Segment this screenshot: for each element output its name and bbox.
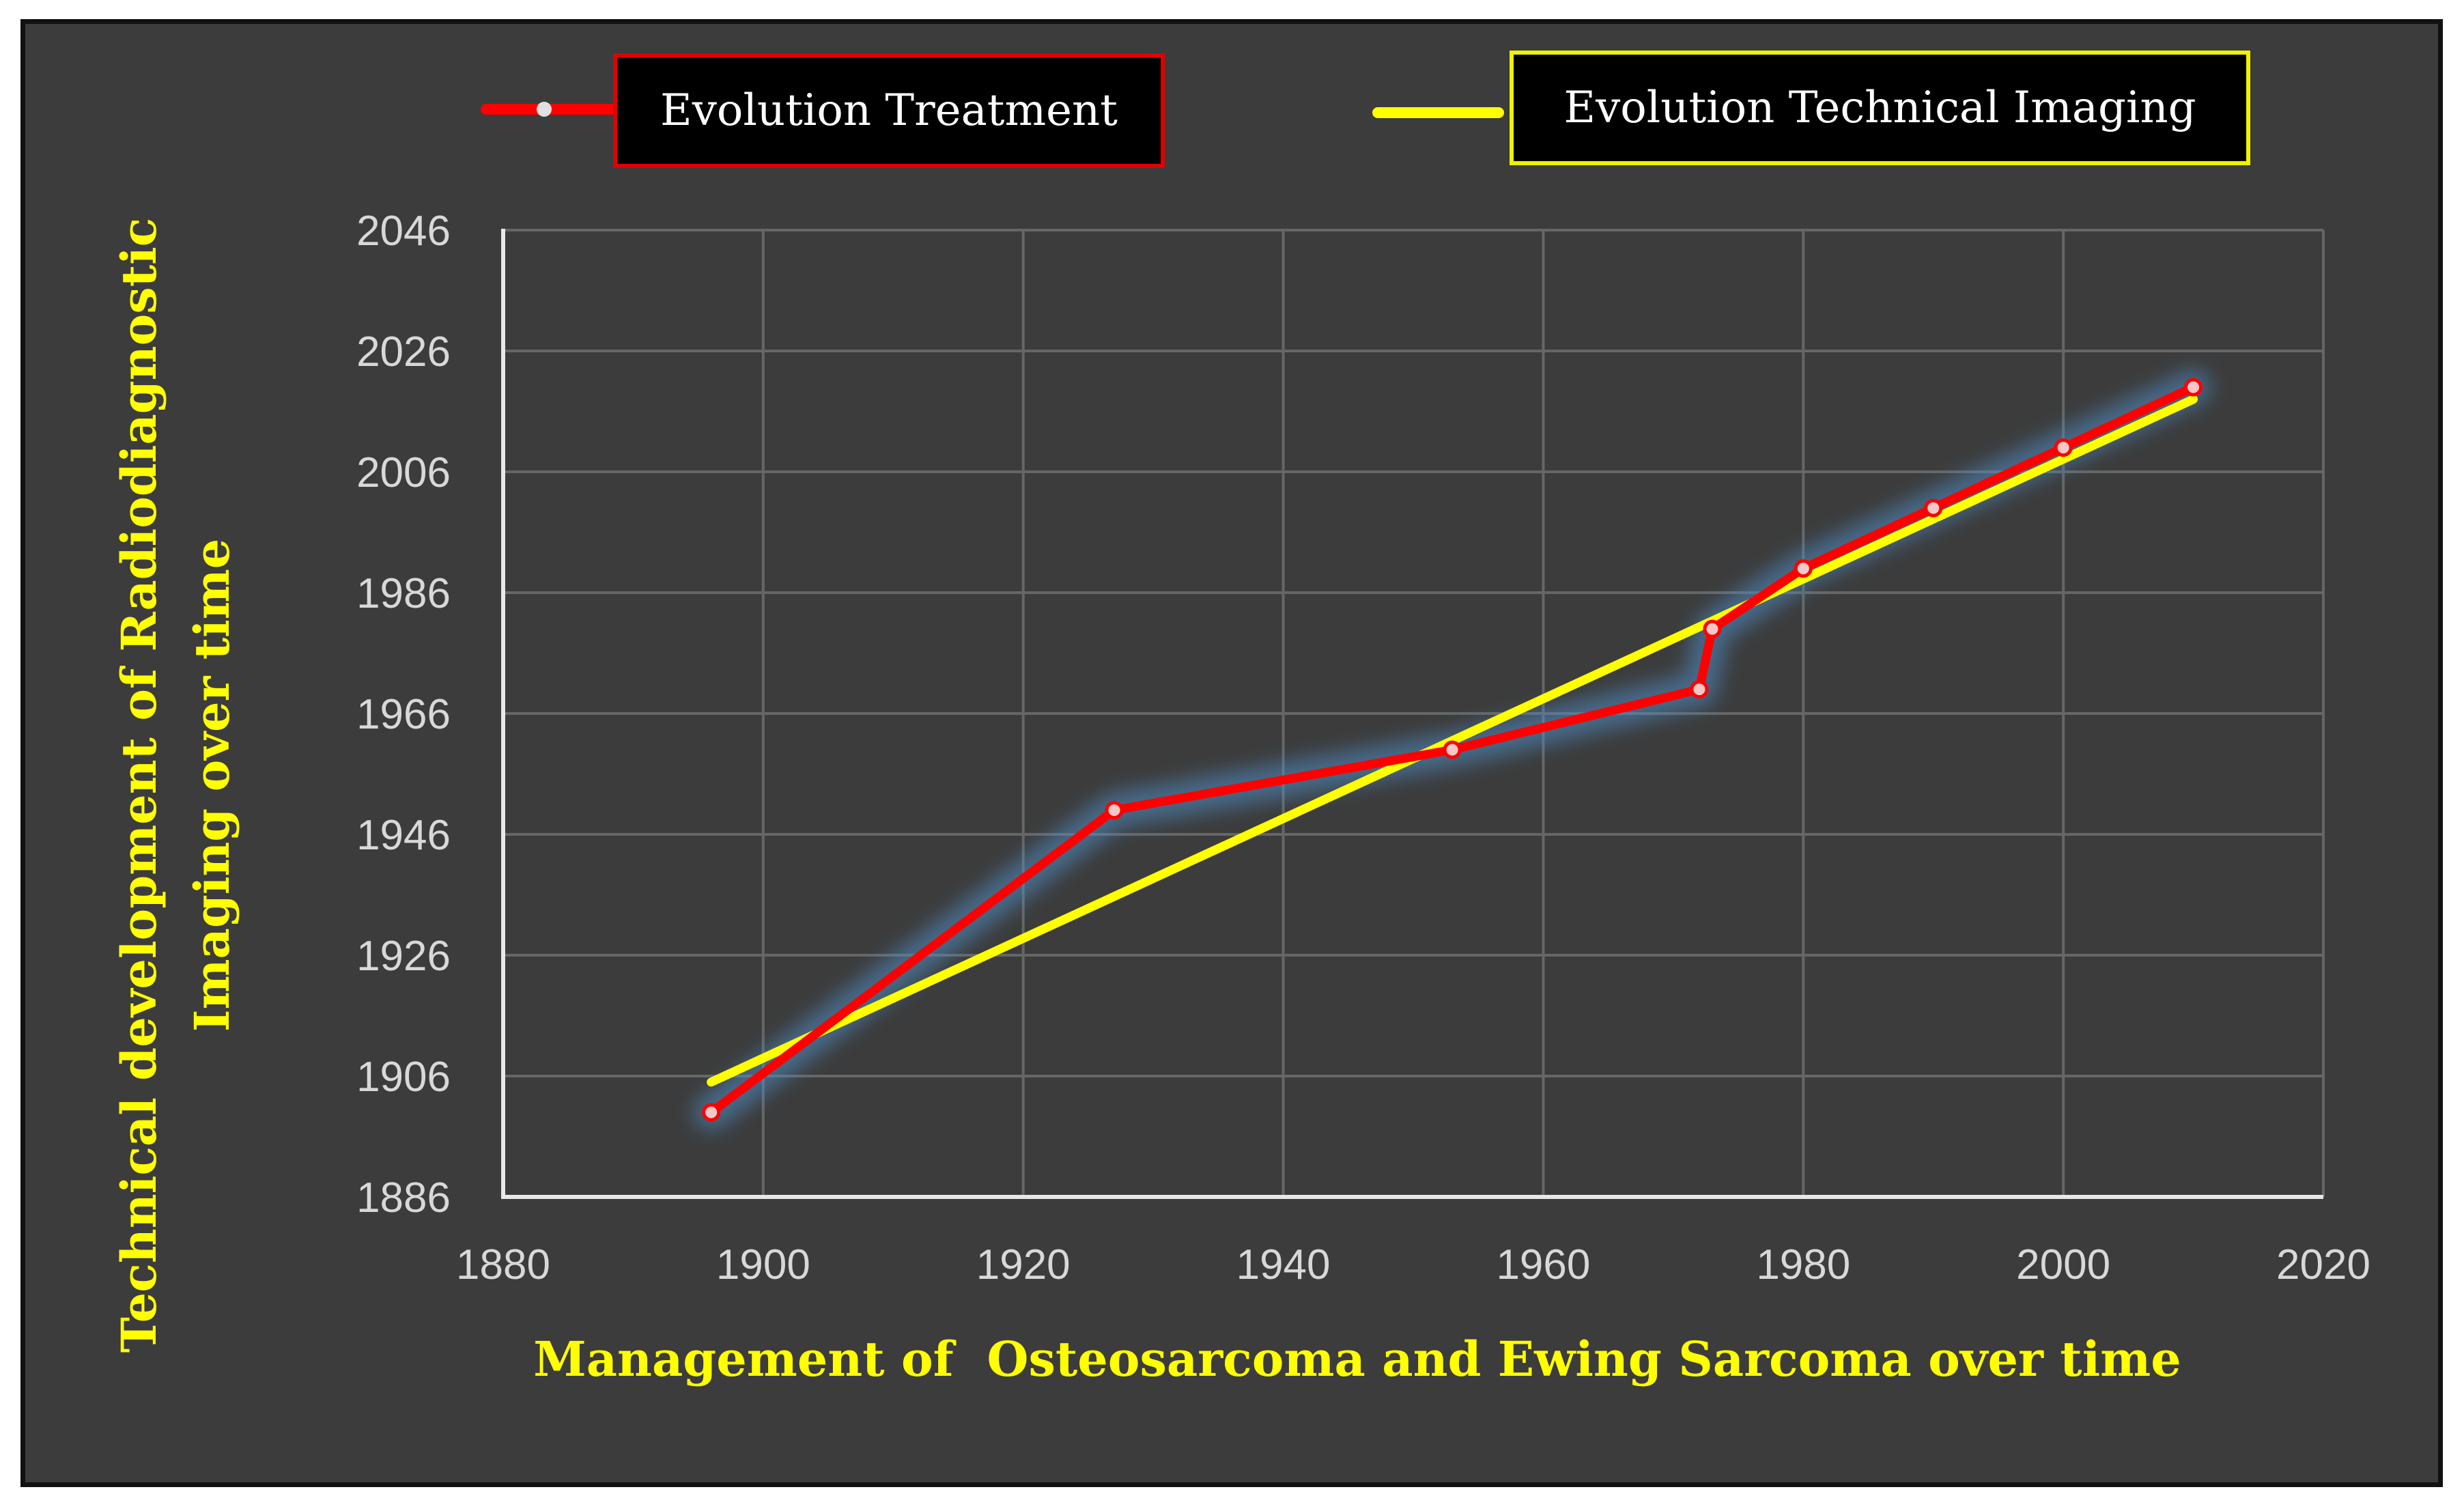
x-tick-labels: 1880 1900 1920 1940 1960 1980 2000 2020 [456,1241,2370,1288]
x-axis-title: Management of Osteosarcoma and Ewing Sar… [533,1331,2181,1387]
legend-treatment-label: Evolution Treatment [660,85,1118,136]
y-tick-label: 1926 [356,933,451,980]
axes [501,229,2323,1199]
x-tick-label: 1880 [456,1241,550,1288]
treatment-point [2054,438,2073,457]
x-tick-label: 1940 [1236,1241,1331,1288]
y-axis-title-line-1: Technical development of Radiodiagnostic [111,218,167,1353]
y-tick-label: 1946 [356,812,451,859]
treatment-point [2184,378,2203,397]
treatment-point [702,1103,721,1122]
treatment-point [1794,559,1813,578]
x-tick-label: 1920 [976,1241,1071,1288]
y-tick-label: 2046 [356,208,451,255]
treatment-point [1924,498,1943,518]
x-tick-label: 2020 [2276,1241,2370,1288]
treatment-point [1690,680,1709,699]
y-tick-label: 2006 [356,449,451,496]
legend-imaging-box: Evolution Technical Imaging [1510,51,2250,165]
legend-treatment-box: Evolution Treatment [613,53,1165,168]
y-tick-label: 1966 [356,691,451,738]
treatment-point [1443,740,1462,759]
legend-imaging-label: Evolution Technical Imaging [1563,83,2196,133]
y-tick-label: 1886 [356,1174,451,1221]
x-tick-label: 1900 [716,1241,810,1288]
y-tick-label: 1986 [356,570,451,617]
x-tick-label: 1980 [1756,1241,1850,1288]
series [702,378,2203,1122]
treatment-point [1703,619,1722,638]
y-axis-title-line-2: Imaging over time [184,539,240,1032]
chart-frame [20,19,2443,1487]
x-tick-label: 1960 [1496,1241,1590,1288]
y-tick-labels: 1886 1906 1926 1946 1966 1986 2006 2026 2046 [356,208,451,1221]
y-tick-label: 2026 [356,328,451,376]
y-tick-label: 1906 [356,1054,451,1101]
treatment-point [1105,801,1124,820]
x-tick-label: 2000 [2016,1241,2110,1288]
